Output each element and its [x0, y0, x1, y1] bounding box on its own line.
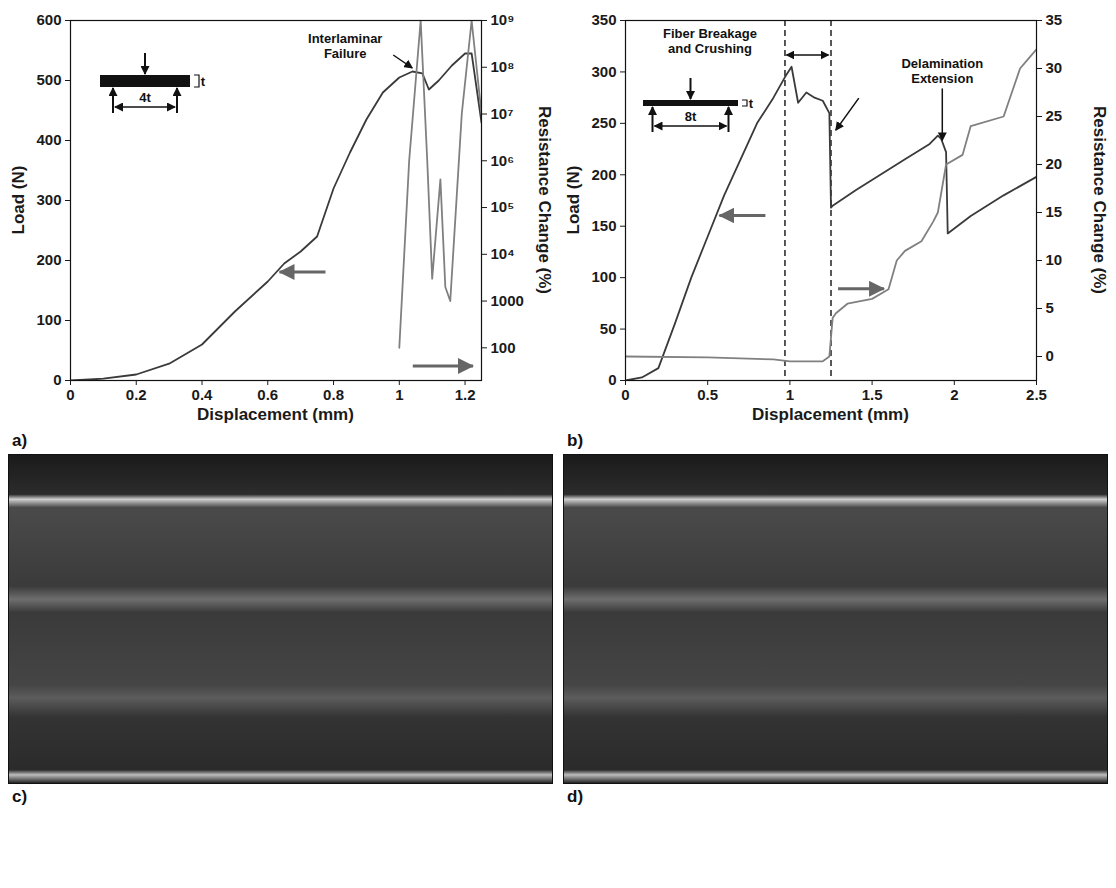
svg-text:300: 300 — [591, 63, 616, 80]
svg-text:4t: 4t — [139, 90, 151, 105]
html-text:c): c) — [12, 787, 28, 806]
svg-text:150: 150 — [591, 217, 616, 234]
svg-text:200: 200 — [36, 251, 61, 268]
html-text:b): b) — [567, 431, 583, 450]
svg-text:0.4: 0.4 — [192, 386, 214, 403]
svg-text:600: 600 — [36, 11, 61, 28]
svg-text:8t: 8t — [685, 109, 697, 124]
svg-text:5: 5 — [1046, 299, 1054, 316]
svg-text:300: 300 — [36, 191, 61, 208]
svg-text:1000: 1000 — [491, 292, 524, 309]
svg-text:0.2: 0.2 — [126, 386, 147, 403]
svg-text:30: 30 — [1046, 59, 1063, 76]
svg-text:0: 0 — [621, 386, 629, 403]
svg-text:0: 0 — [66, 386, 74, 403]
svg-text:Displacement (mm): Displacement (mm) — [752, 405, 909, 424]
svg-text:20: 20 — [1046, 155, 1063, 172]
svg-text:Displacement (mm): Displacement (mm) — [197, 405, 354, 424]
svg-text:1: 1 — [786, 386, 794, 403]
svg-text:Resistance Change (%): Resistance Change (%) — [535, 106, 554, 294]
svg-text:1.2: 1.2 — [455, 386, 476, 403]
svg-text:Resistance Change (%): Resistance Change (%) — [1090, 106, 1109, 294]
svg-text:Load (N): Load (N) — [9, 166, 28, 235]
svg-text:10⁹: 10⁹ — [491, 11, 515, 28]
svg-text:Fiber Breakageand Crushing: Fiber Breakageand Crushing — [663, 26, 757, 56]
svg-text:500: 500 — [36, 71, 61, 88]
svg-text:0.8: 0.8 — [323, 386, 344, 403]
svg-text:10⁶: 10⁶ — [491, 152, 515, 169]
svg-text:10⁵: 10⁵ — [491, 198, 515, 215]
svg-text:0.5: 0.5 — [697, 386, 718, 403]
svg-text:15: 15 — [1046, 203, 1063, 220]
svg-text:10⁸: 10⁸ — [491, 58, 515, 75]
svg-text:250: 250 — [591, 114, 616, 131]
svg-text:0: 0 — [1046, 347, 1054, 364]
svg-text:1.5: 1.5 — [862, 386, 883, 403]
svg-text:400: 400 — [36, 131, 61, 148]
svg-text:Load (N): Load (N) — [564, 166, 583, 235]
svg-text:0.6: 0.6 — [257, 386, 278, 403]
svg-text:10⁷: 10⁷ — [491, 105, 514, 122]
svg-text:0: 0 — [53, 371, 61, 388]
svg-text:200: 200 — [591, 166, 616, 183]
html-text:d): d) — [567, 787, 583, 806]
svg-text:100: 100 — [491, 339, 516, 356]
svg-text:35: 35 — [1046, 11, 1063, 28]
svg-text:1: 1 — [395, 386, 403, 403]
svg-text:InterlaminarFailure: InterlaminarFailure — [308, 31, 382, 61]
svg-text:2.5: 2.5 — [1026, 386, 1047, 403]
svg-text:50: 50 — [600, 320, 617, 337]
svg-text:DelaminationExtension: DelaminationExtension — [901, 56, 983, 86]
svg-text:25: 25 — [1046, 107, 1063, 124]
svg-text:10: 10 — [1046, 251, 1063, 268]
html-text:a): a) — [12, 431, 28, 450]
svg-text:t: t — [201, 74, 206, 89]
svg-text:350: 350 — [591, 11, 616, 28]
svg-text:100: 100 — [36, 311, 61, 328]
svg-text:2: 2 — [950, 386, 958, 403]
svg-text:0: 0 — [608, 371, 616, 388]
svg-text:t: t — [749, 96, 754, 111]
svg-text:10⁴: 10⁴ — [491, 245, 515, 262]
svg-text:100: 100 — [591, 268, 616, 285]
